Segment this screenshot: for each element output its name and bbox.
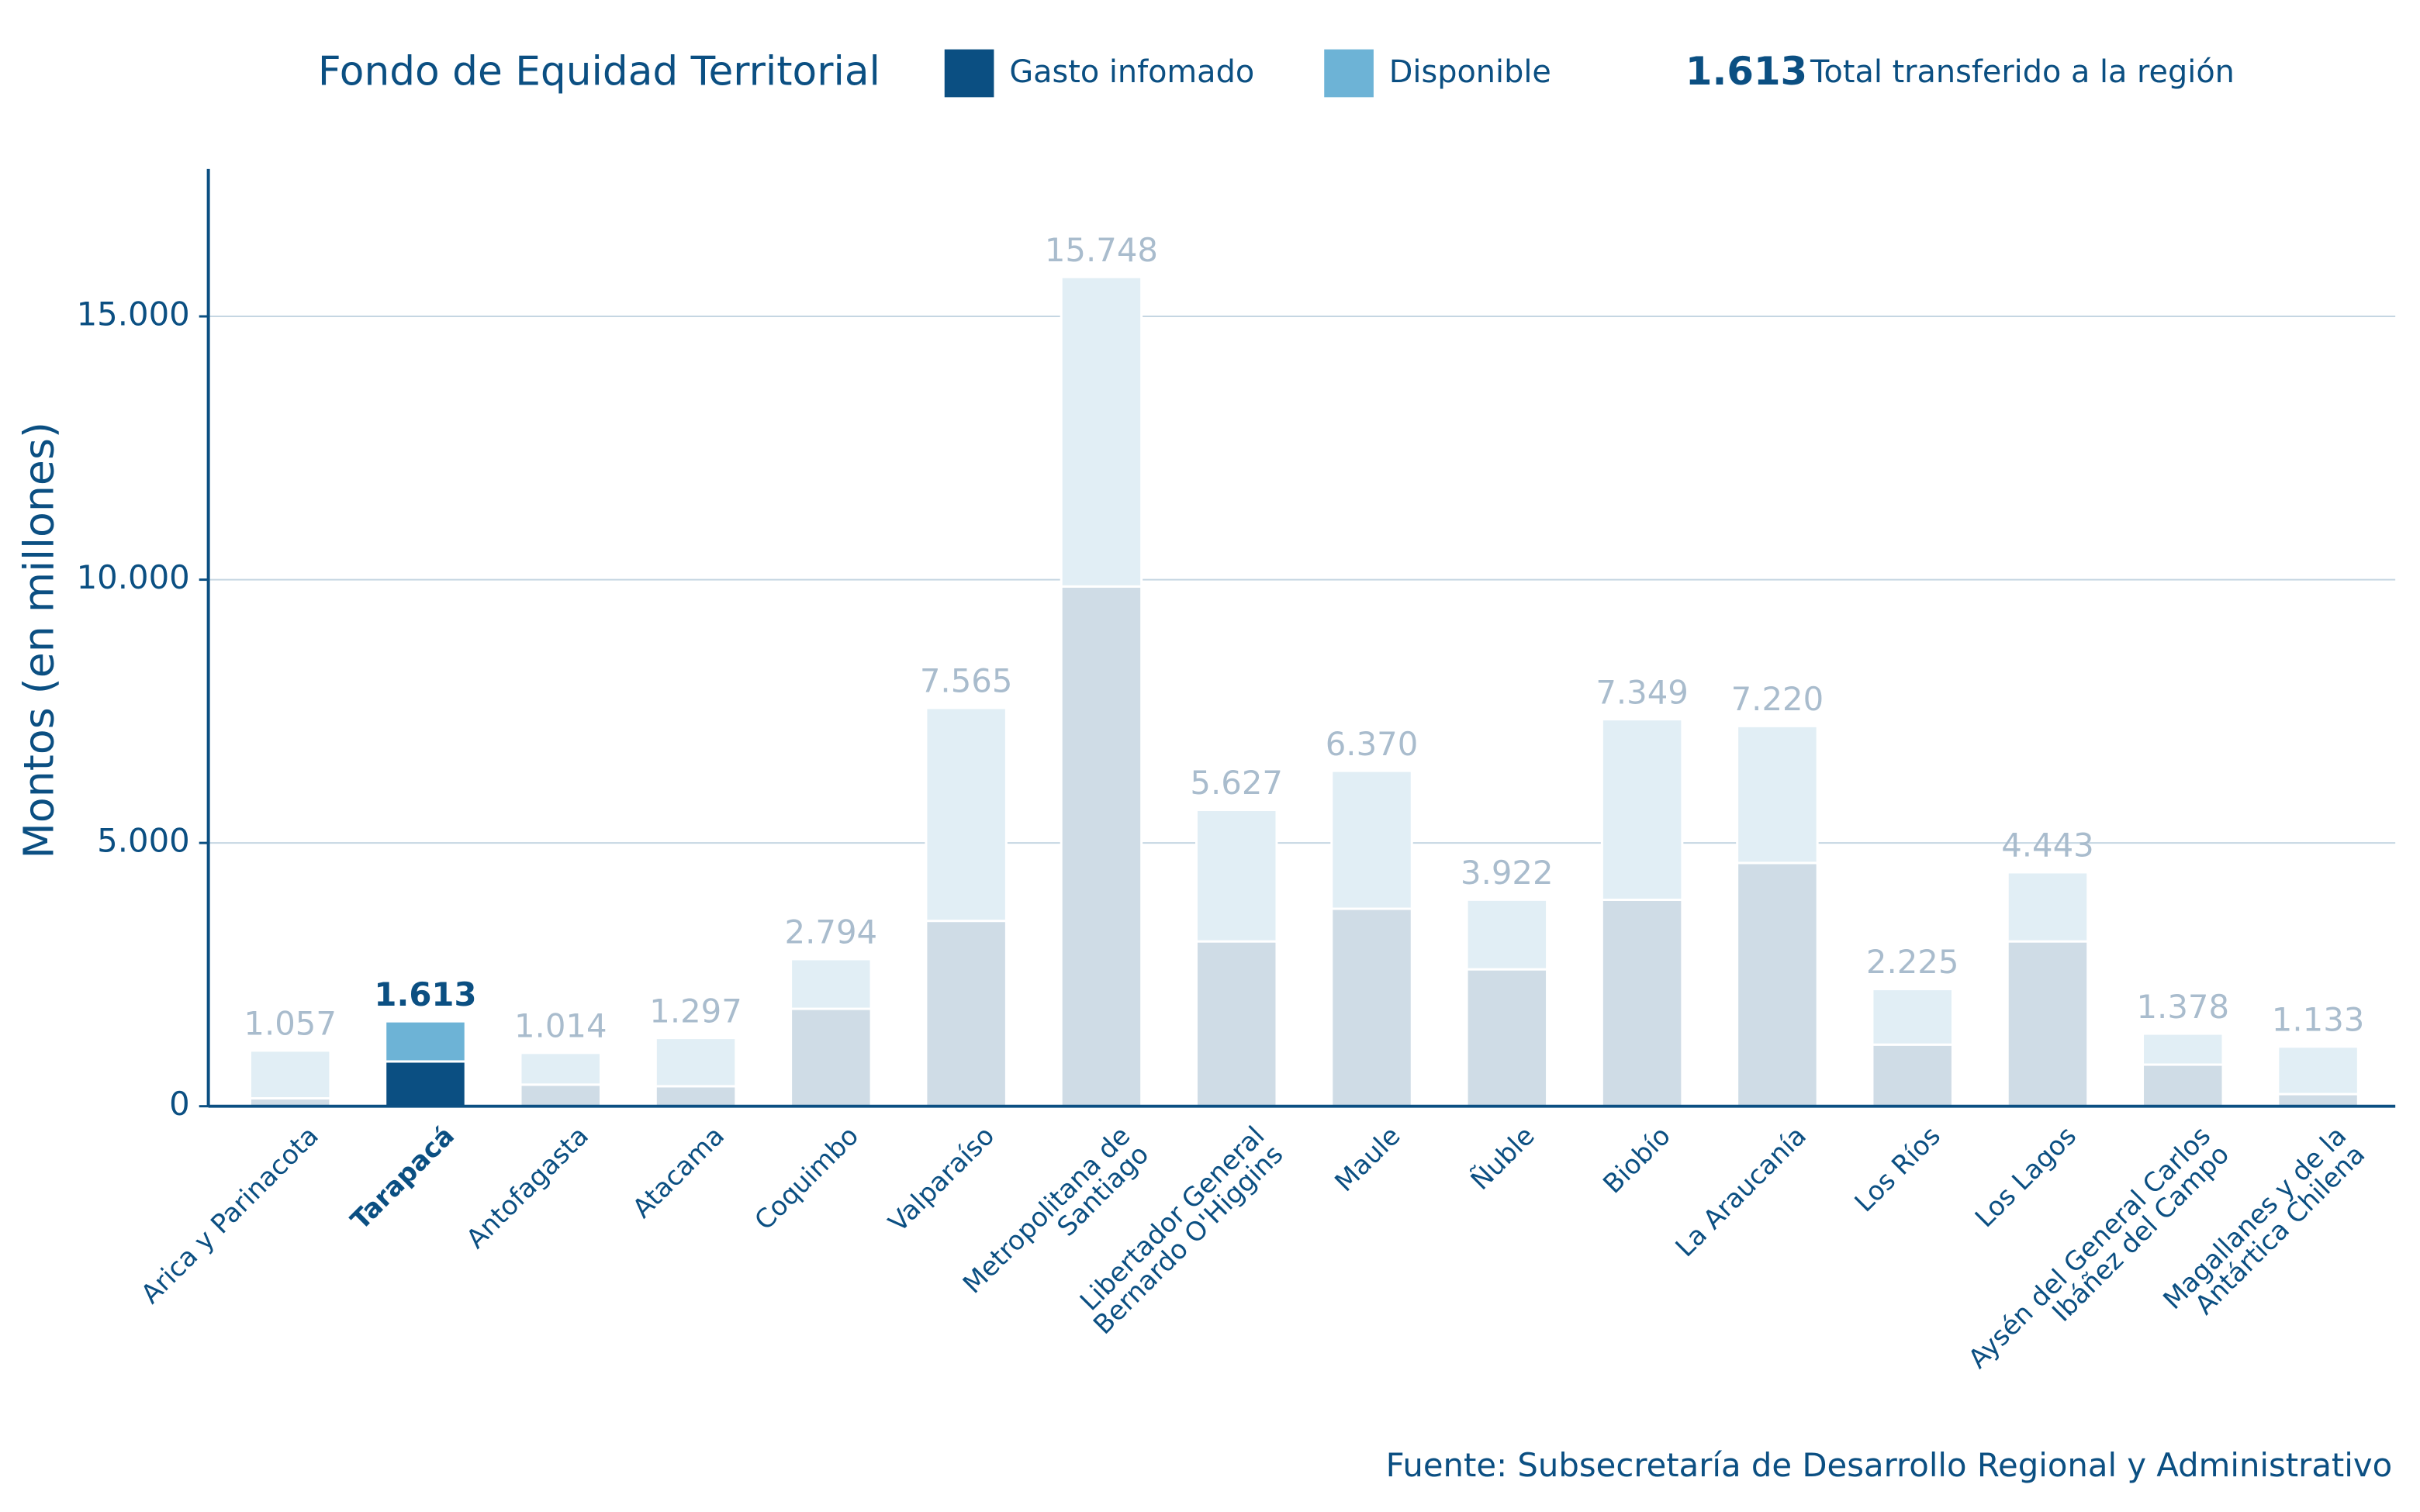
bar-segment — [1736, 724, 1819, 865]
bar-segment — [1194, 809, 1278, 943]
bar-segment — [2142, 1032, 2225, 1066]
bar-segment — [1871, 988, 1954, 1046]
total-label: 2.225 — [1866, 943, 1959, 981]
total-label: 3.922 — [1461, 854, 1554, 892]
bar-segment — [1600, 898, 1684, 1108]
total-label: 4.443 — [2001, 827, 2094, 865]
y-axis-title: Montos (en millones) — [14, 422, 63, 858]
total-label: 7.565 — [920, 662, 1013, 700]
bar-segment — [1736, 861, 1819, 1108]
y-tick-label: 0 — [169, 1085, 190, 1123]
total-label: 1.133 — [2272, 1000, 2365, 1038]
bar-segment — [1871, 1043, 1954, 1108]
bar-segment — [2142, 1063, 2225, 1108]
bar-segment — [790, 958, 873, 1010]
total-label: 5.627 — [1190, 764, 1283, 802]
bar-segment — [2277, 1045, 2360, 1096]
total-label: 2.794 — [785, 913, 878, 951]
bar-segment — [654, 1085, 738, 1108]
legend-total-value: 1.613 — [1685, 49, 1807, 94]
y-tick-label: 10.000 — [77, 558, 190, 596]
bar-segment — [1600, 718, 1684, 901]
bar-segment — [1060, 275, 1143, 588]
bar-segment — [1330, 907, 1413, 1108]
total-label: 7.220 — [1731, 680, 1824, 718]
bar-segment — [384, 1020, 467, 1063]
bar-segment — [1194, 940, 1278, 1108]
bar-segment — [1330, 769, 1413, 910]
total-label: 1.014 — [514, 1006, 607, 1044]
bar-segment — [654, 1037, 738, 1088]
bar-segment — [1465, 968, 1549, 1108]
bar-segment — [519, 1083, 602, 1108]
bar-segment — [2277, 1093, 2360, 1108]
total-label: 7.349 — [1595, 673, 1689, 711]
legend-label: Disponible — [1389, 54, 1551, 90]
bar-segment — [2006, 871, 2090, 943]
legend-title: Fondo de Equidad Territorial — [318, 49, 880, 95]
legend-swatch — [944, 49, 994, 98]
legend-label: Gasto infomado — [1009, 54, 1254, 90]
bar-segment — [248, 1049, 332, 1099]
legend-total-text: Total transferido a la región — [1810, 54, 2235, 90]
total-label: 1.057 — [244, 1005, 337, 1043]
legend-swatch — [1324, 49, 1374, 98]
bar-segment — [925, 920, 1008, 1108]
total-label: 1.297 — [649, 992, 742, 1030]
bar-segment — [790, 1007, 873, 1108]
bar-segment — [925, 706, 1008, 923]
source: Fuente: Subsecretaría de Desarrollo Regi… — [1386, 1446, 2393, 1484]
bar-segment — [519, 1051, 602, 1086]
bar-segment — [1060, 585, 1143, 1108]
y-tick-label: 5.000 — [97, 822, 190, 860]
bar-segment — [2006, 940, 2090, 1108]
y-tick-label: 15.000 — [77, 295, 190, 333]
bar-segment — [1465, 898, 1549, 971]
total-label: 1.378 — [2136, 988, 2229, 1026]
total-label: 15.748 — [1045, 231, 1158, 269]
total-label: 6.370 — [1326, 725, 1419, 763]
total-label: 1.613 — [374, 975, 476, 1013]
bar-segment — [384, 1060, 467, 1108]
